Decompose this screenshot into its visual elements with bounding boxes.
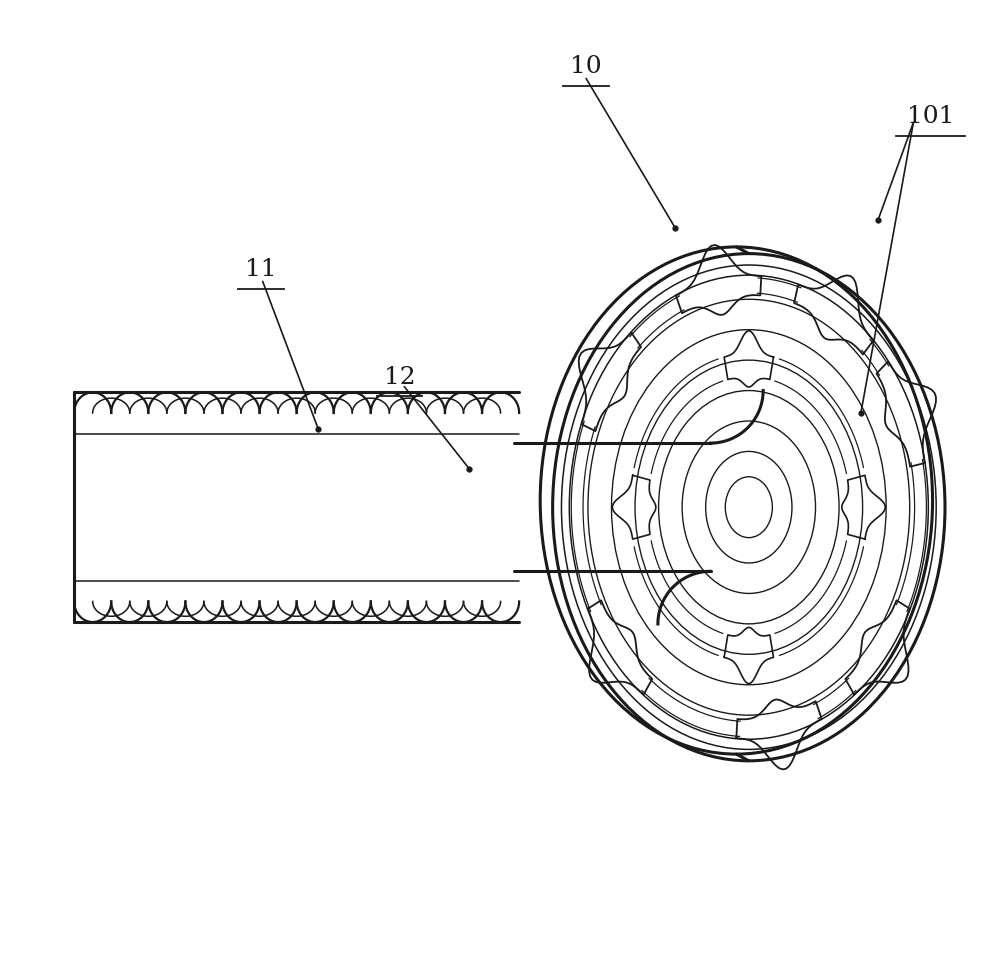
Text: 101: 101 xyxy=(907,105,954,128)
Text: 11: 11 xyxy=(245,258,276,281)
Text: 10: 10 xyxy=(570,56,602,78)
Text: 12: 12 xyxy=(384,366,415,389)
